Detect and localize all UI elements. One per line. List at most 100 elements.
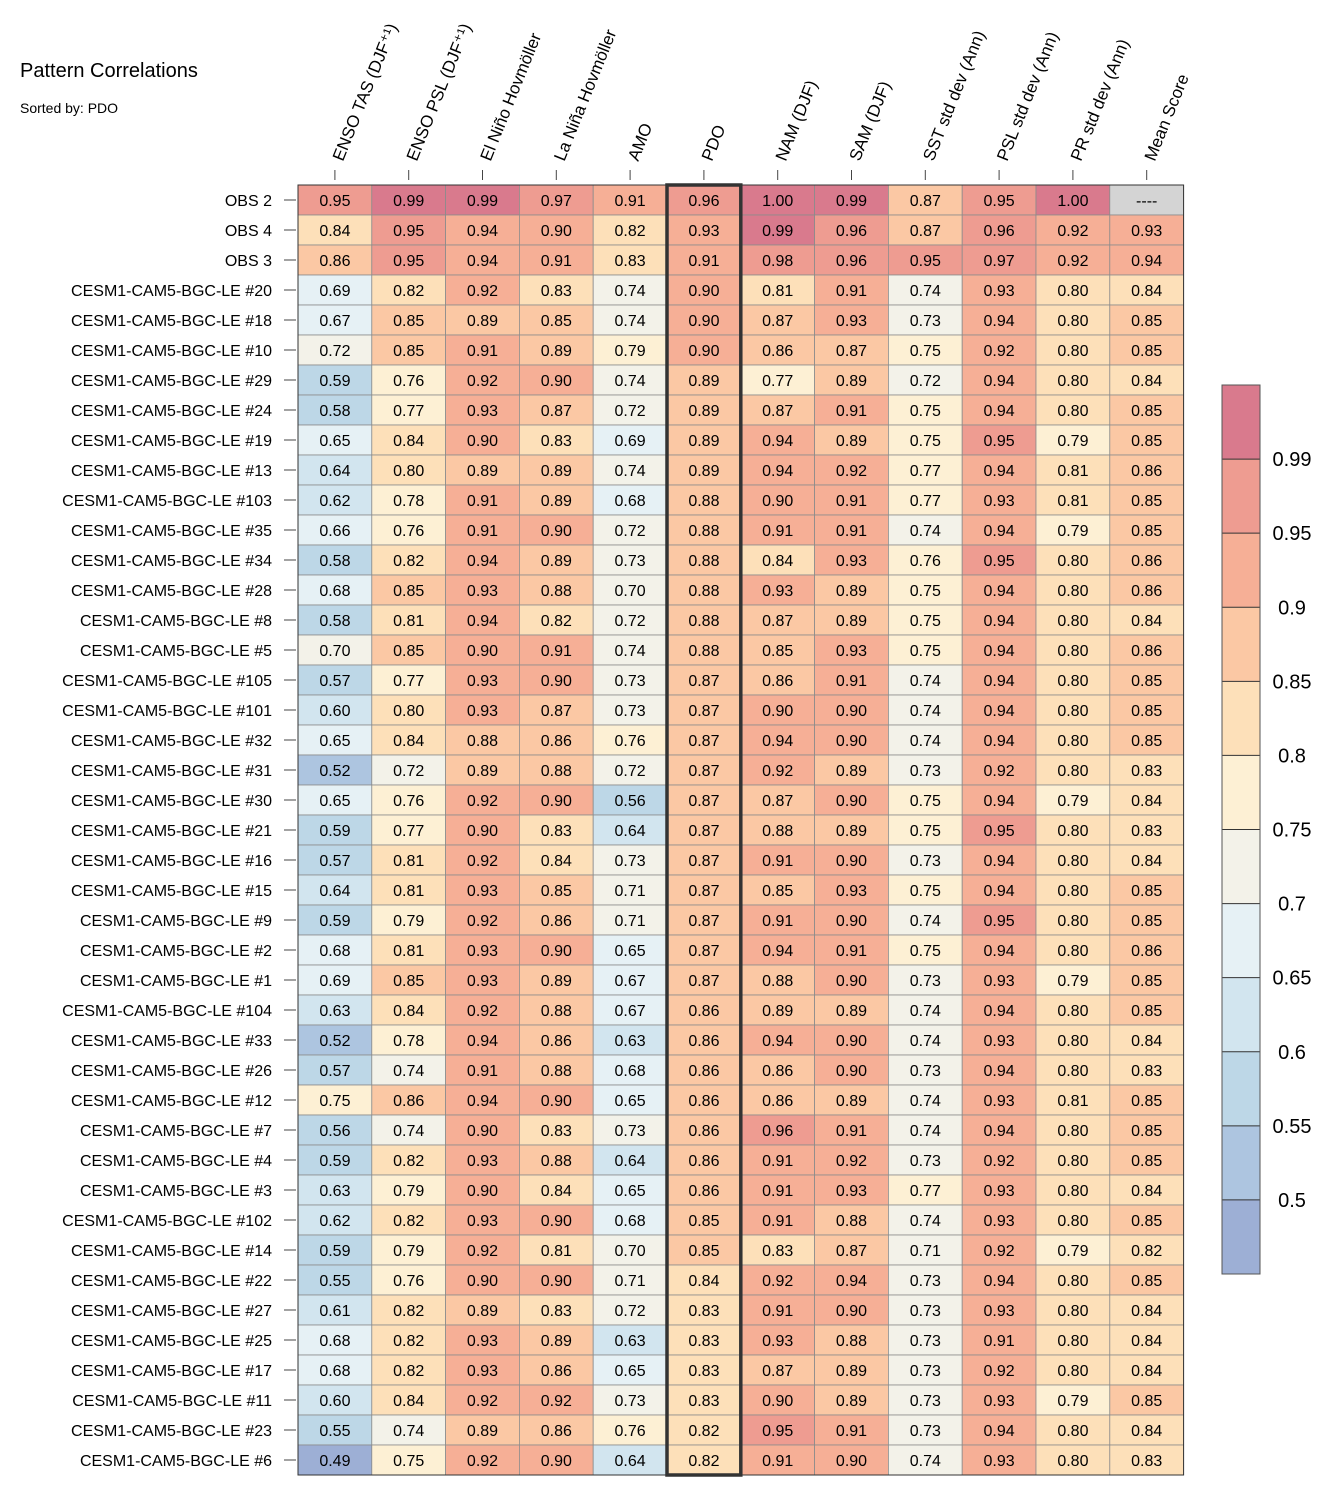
cell-value: 0.84	[1131, 1303, 1162, 1320]
cell-value: 0.94	[984, 853, 1015, 870]
heatmap-cell	[592, 1024, 668, 1056]
cell-value: 0.89	[688, 463, 719, 480]
cell-value: 0.75	[319, 1093, 350, 1110]
heatmap-cell	[297, 334, 373, 366]
cell-value: 0.58	[319, 403, 350, 420]
heatmap-cell	[592, 754, 668, 786]
heatmap-cell	[1035, 1264, 1111, 1296]
heatmap-cell	[371, 1444, 446, 1476]
cell-value: 0.99	[393, 193, 424, 210]
cell-value: 0.94	[984, 943, 1015, 960]
cell-value: 0.67	[319, 313, 350, 330]
cell-value: 0.72	[615, 1303, 646, 1320]
heatmap-cell	[666, 424, 742, 456]
heatmap-cell	[592, 904, 668, 936]
cell-value: 0.89	[541, 493, 572, 510]
cell-value: 0.75	[393, 1453, 424, 1470]
cell-value: 0.74	[910, 1003, 941, 1020]
heatmap-cell	[740, 304, 815, 336]
heatmap-cell	[371, 994, 446, 1026]
heatmap-cell	[740, 724, 815, 756]
cell-value: 0.70	[615, 583, 646, 600]
cell-value: 0.90	[688, 343, 719, 360]
cell-value: 0.93	[984, 1183, 1015, 1200]
row-label: CESM1-CAM5-BGC-LE #7	[80, 1123, 272, 1140]
cell-value: 0.94	[984, 403, 1015, 420]
cell-value: 0.96	[688, 193, 719, 210]
heatmap-cell	[888, 184, 963, 216]
cell-value: 0.88	[541, 1003, 572, 1020]
row-label: CESM1-CAM5-BGC-LE #11	[72, 1393, 272, 1410]
cell-value: 0.81	[393, 943, 424, 960]
cell-value: 0.88	[688, 523, 719, 540]
row-label: CESM1-CAM5-BGC-LE #16	[71, 853, 272, 870]
cell-value: 0.88	[467, 733, 498, 750]
heatmap-cell	[888, 754, 963, 786]
cell-value: 0.77	[393, 403, 424, 420]
cell-value: 0.84	[762, 553, 793, 570]
cell-value: 0.82	[393, 553, 424, 570]
cell-value: 0.89	[541, 1333, 572, 1350]
cell-value: 0.94	[467, 1093, 498, 1110]
column-header: ENSO PSL (DJF⁺¹)	[403, 21, 475, 164]
cell-value: 0.87	[688, 973, 719, 990]
heatmap-cell	[888, 334, 963, 366]
cell-value: 0.74	[615, 463, 646, 480]
cell-value: 0.82	[688, 1453, 719, 1470]
heatmap-cell	[371, 604, 446, 636]
cell-value: 0.91	[762, 913, 793, 930]
cell-value: 0.88	[688, 613, 719, 630]
heatmap-cell	[888, 1144, 963, 1176]
cell-value: 0.88	[688, 643, 719, 660]
cell-value: 0.92	[467, 1243, 498, 1260]
cell-value: 0.73	[910, 1363, 941, 1380]
cell-value: 0.79	[393, 1183, 424, 1200]
cell-value: 0.75	[910, 793, 941, 810]
heatmap-cell	[1109, 814, 1185, 846]
cell-value: 0.87	[688, 913, 719, 930]
heatmap-cell	[371, 1234, 446, 1266]
heatmap-cell	[445, 604, 520, 636]
heatmap-cell	[1035, 304, 1111, 336]
row-label: CESM1-CAM5-BGC-LE #17	[71, 1363, 272, 1380]
heatmap-cell	[740, 664, 815, 696]
cell-value: 0.90	[467, 1273, 498, 1290]
cell-value: 0.85	[1131, 523, 1162, 540]
cell-value: 0.58	[319, 553, 350, 570]
cell-value: 0.93	[984, 973, 1015, 990]
cell-value: 0.94	[984, 1423, 1015, 1440]
cell-value: 0.88	[688, 553, 719, 570]
row-label: CESM1-CAM5-BGC-LE #20	[71, 283, 272, 300]
cell-value: 0.80	[1057, 1303, 1088, 1320]
cell-value: 0.72	[615, 613, 646, 630]
row-label: CESM1-CAM5-BGC-LE #31	[71, 763, 272, 780]
cell-value: 0.87	[762, 403, 793, 420]
heatmap-cell	[445, 664, 520, 696]
cell-value: 0.87	[762, 613, 793, 630]
cell-value: 0.73	[910, 853, 941, 870]
heatmap-cell	[445, 784, 520, 816]
cell-value: 0.80	[1057, 343, 1088, 360]
heatmap-cell	[445, 814, 520, 846]
cell-value: 0.88	[762, 973, 793, 990]
heatmap-cell	[592, 784, 668, 816]
heatmap-cell	[519, 304, 594, 336]
cell-value: 0.86	[688, 1123, 719, 1140]
heatmap-cell	[592, 1294, 668, 1326]
heatmap-cell	[888, 1024, 963, 1056]
heatmap-cell	[1035, 574, 1111, 606]
cell-value: 0.75	[910, 943, 941, 960]
cell-value: 0.65	[319, 433, 350, 450]
cell-value: 0.82	[393, 1213, 424, 1230]
heatmap-cell	[961, 1324, 1037, 1356]
cell-value: 0.87	[836, 1243, 867, 1260]
heatmap-cell	[814, 1324, 889, 1356]
cell-value: 0.87	[762, 1363, 793, 1380]
cell-value: 0.95	[393, 223, 424, 240]
column-header: La Niña Hovmöller	[550, 26, 620, 163]
cell-value: 0.82	[541, 613, 572, 630]
cell-value: 0.80	[1057, 1153, 1088, 1170]
heatmap-cell	[297, 1054, 373, 1086]
heatmap-cell	[961, 694, 1037, 726]
cell-value: 0.80	[1057, 613, 1088, 630]
